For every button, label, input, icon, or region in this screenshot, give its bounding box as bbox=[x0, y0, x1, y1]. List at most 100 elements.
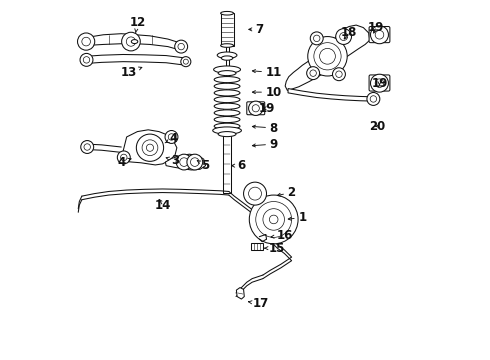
Text: 7: 7 bbox=[249, 23, 264, 36]
Ellipse shape bbox=[214, 123, 240, 129]
Text: 18: 18 bbox=[341, 27, 357, 40]
Polygon shape bbox=[220, 13, 234, 45]
Circle shape bbox=[183, 59, 188, 64]
Text: 2: 2 bbox=[277, 186, 295, 199]
Text: 4: 4 bbox=[165, 132, 177, 145]
Circle shape bbox=[270, 215, 278, 224]
FancyBboxPatch shape bbox=[369, 27, 390, 42]
Ellipse shape bbox=[214, 77, 240, 83]
Text: 12: 12 bbox=[129, 16, 146, 33]
Circle shape bbox=[370, 26, 389, 44]
Polygon shape bbox=[122, 130, 177, 165]
Circle shape bbox=[117, 151, 130, 164]
Ellipse shape bbox=[214, 96, 240, 103]
Circle shape bbox=[370, 74, 389, 92]
Text: 11: 11 bbox=[252, 66, 282, 79]
Polygon shape bbox=[85, 34, 180, 50]
Circle shape bbox=[191, 158, 199, 166]
Ellipse shape bbox=[214, 66, 241, 73]
Circle shape bbox=[178, 43, 184, 50]
Polygon shape bbox=[285, 25, 370, 90]
Circle shape bbox=[176, 154, 192, 170]
Circle shape bbox=[336, 71, 342, 77]
Circle shape bbox=[308, 37, 347, 76]
Ellipse shape bbox=[131, 40, 138, 44]
Circle shape bbox=[147, 144, 153, 151]
Ellipse shape bbox=[218, 132, 236, 136]
Ellipse shape bbox=[214, 110, 240, 116]
Circle shape bbox=[121, 154, 127, 161]
Polygon shape bbox=[87, 54, 186, 65]
Text: 19: 19 bbox=[371, 77, 388, 90]
FancyBboxPatch shape bbox=[247, 102, 265, 115]
Circle shape bbox=[77, 33, 95, 50]
Circle shape bbox=[256, 202, 292, 237]
Circle shape bbox=[244, 182, 267, 205]
Circle shape bbox=[249, 195, 298, 244]
Polygon shape bbox=[223, 108, 231, 193]
Ellipse shape bbox=[214, 103, 240, 109]
Ellipse shape bbox=[213, 127, 242, 134]
Polygon shape bbox=[288, 89, 373, 101]
Text: 20: 20 bbox=[369, 120, 386, 133]
Text: 1: 1 bbox=[288, 211, 306, 224]
Circle shape bbox=[82, 37, 91, 46]
Text: 17: 17 bbox=[248, 297, 270, 310]
FancyBboxPatch shape bbox=[369, 75, 390, 91]
Ellipse shape bbox=[214, 90, 240, 96]
Circle shape bbox=[367, 93, 380, 105]
Circle shape bbox=[142, 140, 158, 156]
Text: 16: 16 bbox=[271, 229, 293, 242]
Circle shape bbox=[370, 96, 377, 102]
Ellipse shape bbox=[217, 52, 237, 58]
Text: 19: 19 bbox=[258, 102, 275, 115]
Circle shape bbox=[122, 32, 140, 51]
Circle shape bbox=[310, 32, 323, 45]
Circle shape bbox=[375, 31, 384, 39]
Circle shape bbox=[80, 53, 93, 66]
Circle shape bbox=[319, 48, 335, 64]
Circle shape bbox=[187, 154, 203, 170]
Text: 10: 10 bbox=[252, 86, 282, 99]
Ellipse shape bbox=[214, 83, 240, 89]
Circle shape bbox=[81, 140, 94, 153]
Ellipse shape bbox=[214, 117, 240, 123]
Ellipse shape bbox=[220, 44, 234, 47]
Text: 14: 14 bbox=[154, 199, 171, 212]
Text: 6: 6 bbox=[232, 159, 245, 172]
Circle shape bbox=[168, 134, 175, 140]
Bar bbox=[251, 243, 263, 250]
Text: 4: 4 bbox=[117, 156, 131, 168]
Circle shape bbox=[310, 70, 317, 76]
Text: 19: 19 bbox=[368, 21, 384, 34]
Text: 13: 13 bbox=[121, 66, 142, 79]
Text: 8: 8 bbox=[252, 122, 278, 135]
Circle shape bbox=[307, 67, 319, 80]
Text: 15: 15 bbox=[265, 242, 286, 255]
Circle shape bbox=[126, 37, 136, 46]
Circle shape bbox=[314, 42, 341, 70]
Text: 3: 3 bbox=[166, 154, 179, 167]
Circle shape bbox=[83, 57, 90, 63]
Circle shape bbox=[252, 105, 259, 112]
Circle shape bbox=[181, 57, 191, 67]
Polygon shape bbox=[236, 288, 245, 299]
Circle shape bbox=[248, 187, 262, 200]
Circle shape bbox=[175, 40, 188, 53]
Circle shape bbox=[340, 33, 347, 41]
Circle shape bbox=[375, 79, 384, 87]
Ellipse shape bbox=[221, 56, 233, 60]
Circle shape bbox=[180, 158, 188, 166]
Polygon shape bbox=[225, 45, 228, 108]
Circle shape bbox=[248, 101, 263, 116]
Circle shape bbox=[314, 35, 320, 41]
Ellipse shape bbox=[220, 12, 234, 15]
Circle shape bbox=[84, 144, 91, 150]
Ellipse shape bbox=[218, 71, 236, 76]
Circle shape bbox=[333, 68, 345, 81]
Circle shape bbox=[336, 29, 351, 44]
Circle shape bbox=[263, 209, 285, 230]
Circle shape bbox=[165, 131, 178, 143]
Circle shape bbox=[136, 134, 164, 161]
Text: 9: 9 bbox=[252, 138, 278, 150]
